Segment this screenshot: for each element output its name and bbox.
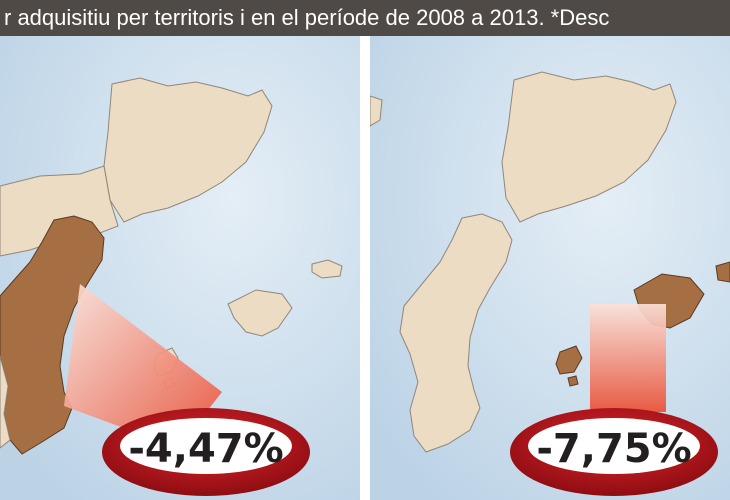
region-valencia bbox=[0, 215, 105, 455]
island-ibiza bbox=[555, 345, 583, 375]
percent-badge: -4,47% bbox=[102, 408, 310, 496]
region-valencia bbox=[399, 213, 513, 453]
region-catalonia bbox=[501, 71, 677, 223]
region-murcia bbox=[0, 355, 11, 449]
percent-label: -4,47% bbox=[128, 426, 283, 472]
island-formentera bbox=[567, 375, 579, 387]
panel-separator bbox=[360, 36, 370, 500]
island-menorca bbox=[311, 259, 343, 279]
island-mallorca bbox=[227, 289, 293, 337]
island-menorca bbox=[715, 261, 730, 283]
map-panel-left: -4,47% bbox=[0, 36, 360, 500]
header-title: r adquisitiu per territoris i en el perí… bbox=[4, 5, 610, 30]
map-panel-right: -7,75% bbox=[370, 36, 730, 500]
map-right: -7,75% bbox=[370, 36, 730, 500]
highlight-beam bbox=[590, 304, 666, 412]
header-bar: r adquisitiu per territoris i en el perí… bbox=[0, 0, 730, 36]
percent-badge: -7,75% bbox=[510, 408, 718, 496]
region-aragon bbox=[370, 95, 383, 127]
map-left: -4,47% bbox=[0, 36, 360, 500]
percent-label: -7,75% bbox=[536, 426, 691, 472]
highlight-beam bbox=[64, 284, 222, 448]
